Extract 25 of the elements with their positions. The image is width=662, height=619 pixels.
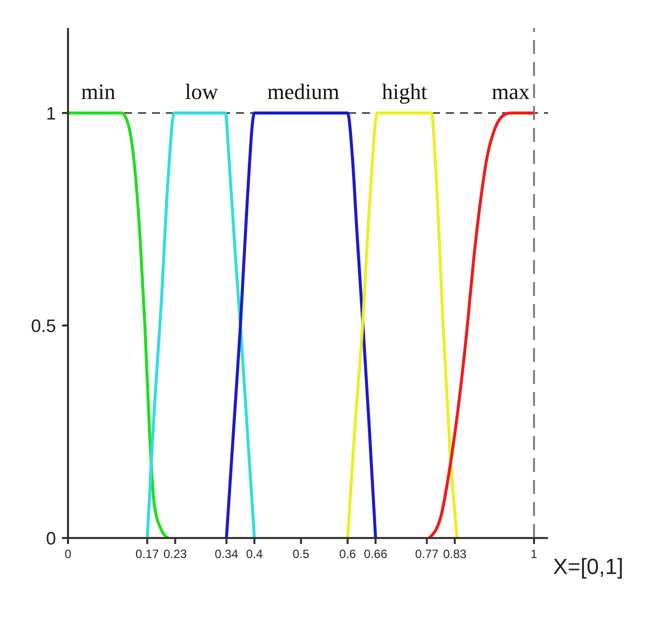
y-tick-label: 1 [46,103,56,124]
x-tick-label: 0.4 [246,547,264,561]
x-tick-label: 0.23 [164,547,188,561]
y-tick-label: 0.5 [30,316,56,336]
line-series [146,112,256,538]
x-tick-label: 0.34 [214,547,238,561]
line-series [428,112,536,538]
x-tick-label: 0.83 [443,547,467,561]
x-tick-label: 0.17 [136,547,160,561]
line-series [68,112,170,538]
line-series [346,112,459,538]
line-series [224,112,378,538]
series-label: hight [382,79,428,104]
x-tick-label: 0.5 [292,547,310,561]
series-label: max [492,79,530,104]
x-tick-label: 0.66 [364,547,388,561]
x-tick-label: 0 [64,547,72,561]
x-tick-label: 0.77 [415,547,439,561]
series-label: low [185,79,218,104]
x-tick-label: 1 [530,547,538,561]
series-label: medium [267,79,340,104]
x-axis-title: X=[0,1] [553,554,624,579]
series-label: min [81,79,116,104]
x-tick-label: 0.6 [339,547,356,561]
y-tick-label: 0 [46,528,56,548]
